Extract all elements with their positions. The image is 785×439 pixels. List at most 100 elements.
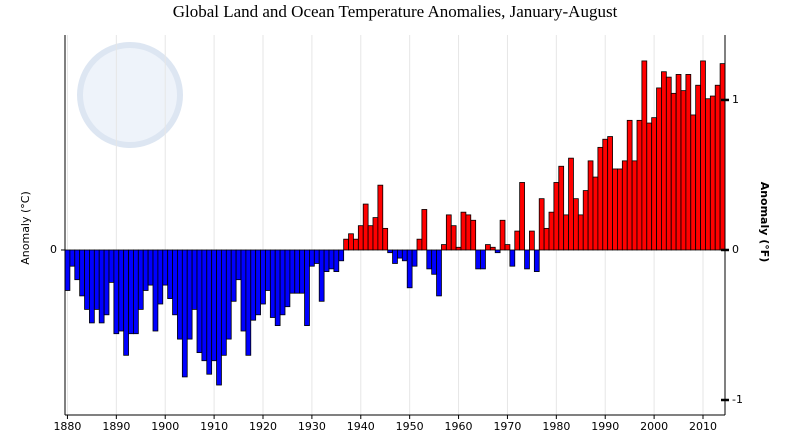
bar (695, 84, 701, 251)
bar (167, 249, 173, 299)
bar (617, 168, 623, 251)
bar (152, 249, 159, 332)
bar (465, 214, 472, 251)
bar (103, 249, 110, 316)
bar (123, 249, 129, 356)
bar (436, 249, 442, 297)
bar (441, 244, 447, 251)
bar (113, 249, 120, 335)
bar (201, 249, 208, 362)
bar (460, 211, 467, 251)
bar (406, 249, 413, 289)
bar (480, 249, 486, 270)
bar (499, 219, 506, 251)
bar (494, 249, 501, 254)
bar (529, 230, 535, 251)
bar (661, 71, 667, 251)
bar (416, 238, 423, 251)
bar (680, 90, 687, 251)
y-tick-label: 0 (50, 243, 57, 256)
bar (548, 211, 555, 251)
bar (382, 227, 389, 251)
bar (177, 249, 183, 340)
bar (84, 249, 90, 310)
bar (577, 214, 584, 251)
bar (304, 249, 310, 327)
bar (626, 119, 633, 251)
x-tick-label: 1990 (591, 420, 619, 433)
bar (147, 249, 154, 286)
bar (93, 249, 100, 310)
bar (323, 249, 330, 272)
bar (665, 76, 672, 251)
bar (519, 182, 525, 251)
bar (206, 249, 213, 375)
bar (245, 249, 252, 356)
bar (69, 249, 76, 267)
bar (372, 217, 379, 251)
y2-axis-label: Anomaly (°F) (758, 182, 771, 263)
bar (470, 219, 477, 251)
bar (509, 249, 516, 267)
bar (318, 249, 325, 302)
bar (568, 157, 574, 251)
bar (709, 95, 716, 251)
bar (162, 249, 169, 286)
bar (89, 249, 95, 324)
x-tick-label: 2010 (689, 420, 717, 433)
bar (265, 249, 271, 291)
bar (294, 249, 301, 294)
x-tick-label: 1940 (347, 420, 375, 433)
bar (79, 249, 85, 297)
bar (387, 249, 393, 254)
x-tick-label: 1930 (298, 420, 326, 433)
bar (172, 249, 178, 316)
bar (118, 249, 125, 332)
bar (411, 249, 418, 267)
bar (289, 249, 296, 294)
bar (250, 249, 257, 321)
bar (353, 238, 359, 251)
bar (225, 249, 232, 340)
bar (450, 225, 457, 251)
bar (563, 214, 569, 251)
bar (612, 168, 618, 251)
bar (181, 249, 188, 378)
bar (685, 74, 692, 251)
bar (235, 249, 242, 281)
x-tick-label: 1920 (249, 420, 277, 433)
bar (719, 63, 726, 251)
bar (333, 249, 340, 272)
bar (357, 225, 364, 251)
chart-title: Global Land and Ocean Temperature Anomal… (173, 2, 618, 21)
bar (186, 249, 193, 340)
bar (504, 244, 511, 251)
bar (587, 160, 594, 251)
bar (240, 249, 247, 332)
bar (421, 209, 428, 251)
bar (558, 165, 565, 251)
bar (260, 249, 266, 305)
bar (455, 246, 462, 251)
bar (602, 138, 609, 251)
y-axis-label: Anomaly (°C) (19, 191, 32, 265)
bar (401, 249, 408, 262)
x-tick-label: 1980 (542, 420, 570, 433)
bar (636, 119, 643, 251)
bar (216, 249, 222, 386)
bar (367, 225, 374, 251)
bar (343, 238, 349, 251)
bar (284, 249, 291, 308)
x-tick-label: 1950 (396, 420, 424, 433)
bar (514, 230, 521, 251)
bar (108, 249, 115, 283)
bar (431, 249, 437, 275)
bar (582, 190, 589, 251)
bar (142, 249, 149, 291)
bar (700, 60, 706, 251)
bar (397, 249, 403, 259)
bar (641, 60, 648, 251)
bar (299, 249, 305, 294)
bar (690, 114, 697, 251)
bar (489, 246, 496, 251)
